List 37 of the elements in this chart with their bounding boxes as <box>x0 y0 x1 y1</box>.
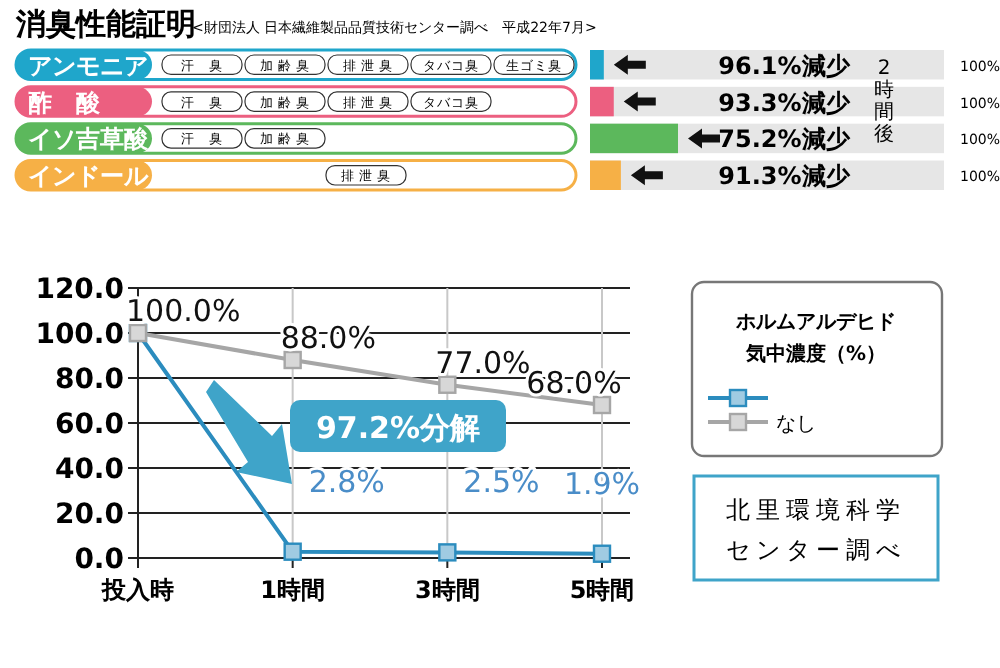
text: 消臭性能証明 <box>14 6 196 42</box>
point <box>283 542 302 561</box>
x-tick-label: 5時間 <box>569 576 635 604</box>
point <box>438 543 457 562</box>
x-tick-label: 1時間 <box>260 576 326 604</box>
y-tick-label: 120.0 <box>35 274 125 306</box>
y-tick-label: 80.0 <box>54 364 125 396</box>
data-label: 1.9% <box>563 465 641 502</box>
y-tick-label: インドール <box>28 162 150 191</box>
data-label: 2.5% <box>463 464 540 501</box>
x-tick-label: 投入時 <box>100 576 174 604</box>
legend-label: なし <box>776 414 816 436</box>
data-label: 2.8% <box>308 463 385 500</box>
bar <box>590 86 614 117</box>
y-tick-label: 100.0 <box>35 319 125 351</box>
y-tick-label: 40.0 <box>54 454 125 486</box>
data-label: 77.0% <box>435 344 531 381</box>
y-tick-label: 0.0 <box>74 544 125 576</box>
text: 北里環境科学センター調べ <box>726 496 906 564</box>
text: 93.3%減少 <box>718 88 852 117</box>
y-tick-label: アンモニア <box>28 51 148 80</box>
text: 91.3%減少 <box>718 162 852 191</box>
text: 2時間後 <box>874 58 894 146</box>
y-tick-label: イソ吉草酸 <box>28 125 150 154</box>
y-tick-label: 酢 酸 <box>28 88 102 117</box>
bar <box>590 123 678 154</box>
text: 96.1%減少 <box>718 51 852 80</box>
bar <box>590 50 604 80</box>
point <box>592 544 612 563</box>
y-tick-label: 60.0 <box>54 409 125 441</box>
point <box>438 375 457 394</box>
y-tick-label: 20.0 <box>54 499 125 531</box>
legend-title: ホルムアルデヒド気中濃度（%） <box>734 312 896 366</box>
annotation: 97.2%分解 <box>315 410 481 446</box>
bar <box>590 160 621 190</box>
text: 75.2%減少 <box>718 125 852 154</box>
x-tick-label: 3時間 <box>414 576 480 604</box>
